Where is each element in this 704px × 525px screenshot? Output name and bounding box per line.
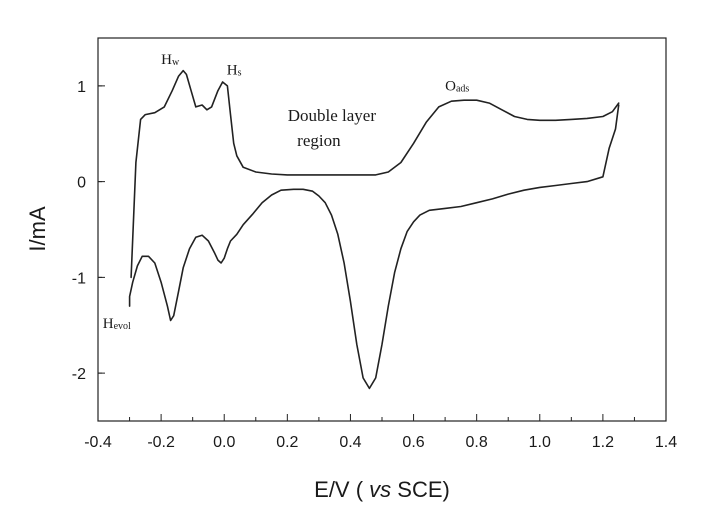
peak-annotation: Hw <box>161 52 180 68</box>
cathodic-sweep-line <box>128 104 620 390</box>
y-tick-label: -1 <box>72 270 86 287</box>
peak-annotation-sub: ads <box>456 84 469 95</box>
y-tick-label: 1 <box>77 79 86 96</box>
x-tick-label: 0.0 <box>213 434 235 451</box>
peak-annotation-sub: s <box>238 67 242 78</box>
peak-annotation: Oads <box>445 79 469 95</box>
x-axis-title: E/V ( vs SCE) <box>314 477 450 502</box>
peak-annotation: Hevol <box>103 316 131 332</box>
x-tick-label: 1.0 <box>529 434 551 451</box>
x-tick-label: 0.8 <box>466 434 488 451</box>
x-tick-label: 1.2 <box>592 434 614 451</box>
peak-annotation-main: H <box>103 316 114 332</box>
peak-annotation-sub: evol <box>114 321 131 332</box>
x-tick-label: 1.4 <box>655 434 677 451</box>
y-tick-label: -2 <box>72 366 86 383</box>
peak-annotation-sub: w <box>172 57 180 68</box>
plot-area-frame <box>97 37 667 422</box>
x-tick-label: -0.2 <box>147 434 175 451</box>
series-layer <box>128 69 620 390</box>
x-tick-label: 0.4 <box>339 434 361 451</box>
y-axis-title: I/mA <box>25 206 50 252</box>
x-tick-label: 0.6 <box>402 434 424 451</box>
peak-annotation-main: H <box>227 62 238 78</box>
peak-annotation-main: H <box>161 52 172 68</box>
x-tick-label: -0.4 <box>84 434 112 451</box>
peak-annotation-main: O <box>445 79 456 95</box>
region-label: region <box>297 131 341 150</box>
ticks-layer: -0.4 -0.2 0.0 0.2 0.4 0.6 0.8 1.0 1.2 1.4 -2 -1 0 1 <box>72 79 677 451</box>
peak-annotation: Hs <box>227 62 242 78</box>
region-label: Double layer <box>288 106 377 125</box>
y-tick-label: 0 <box>77 175 86 192</box>
x-tick-label: 0.2 <box>276 434 298 451</box>
anodic-sweep-line <box>130 69 620 279</box>
